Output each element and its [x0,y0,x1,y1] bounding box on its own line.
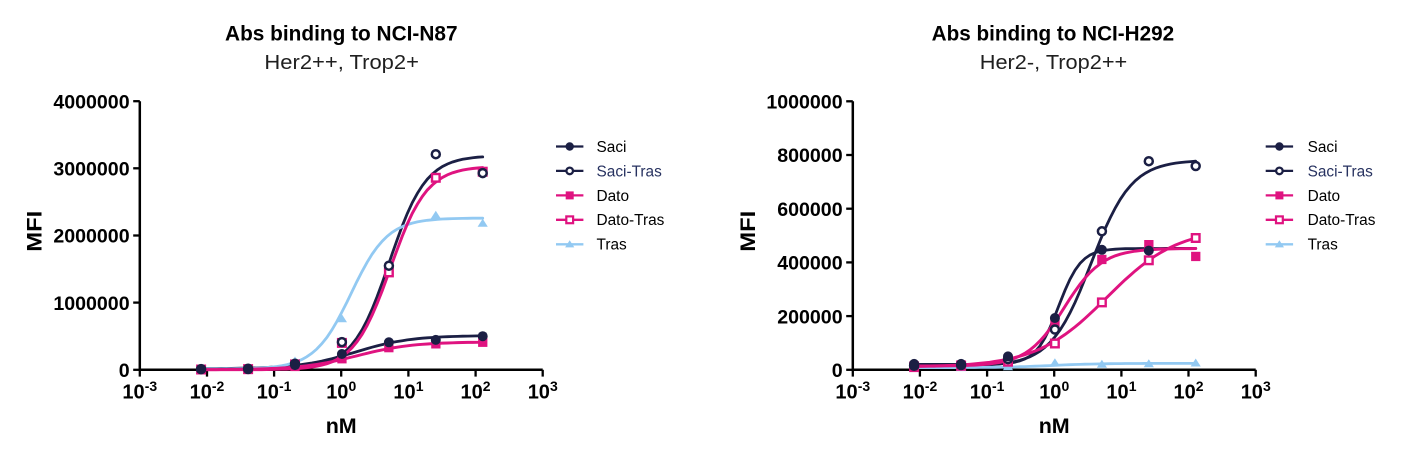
svg-text:10: 10 [461,382,483,404]
svg-text:Dato: Dato [597,188,630,205]
svg-text:10: 10 [326,382,348,404]
svg-text:0: 0 [832,360,843,382]
svg-text:3: 3 [550,378,558,394]
svg-text:Dato-Tras: Dato-Tras [1308,212,1376,229]
svg-text:-3: -3 [858,378,871,394]
svg-text:200000: 200000 [777,306,842,328]
svg-text:4000000: 4000000 [53,91,129,113]
svg-text:0: 0 [119,360,130,382]
svg-text:3: 3 [1263,378,1271,394]
svg-text:Tras: Tras [1308,237,1339,254]
svg-text:-3: -3 [145,378,158,394]
svg-text:1: 1 [416,378,424,394]
svg-text:1000000: 1000000 [766,92,842,114]
svg-text:Saci-Tras: Saci-Tras [597,163,663,180]
svg-text:1000000: 1000000 [53,293,129,315]
svg-text:Tras: Tras [597,237,628,254]
svg-text:10: 10 [1174,382,1196,404]
svg-text:10: 10 [903,382,925,404]
svg-text:-2: -2 [925,378,938,394]
svg-text:10: 10 [190,382,212,404]
svg-text:nM: nM [1039,414,1070,438]
svg-text:Dato: Dato [1308,188,1341,205]
svg-text:10: 10 [393,382,415,404]
svg-text:10: 10 [528,382,550,404]
svg-text:Saci: Saci [597,139,627,156]
svg-text:Saci: Saci [1308,139,1338,156]
svg-text:600000: 600000 [777,199,842,221]
svg-text:2: 2 [1196,378,1204,394]
svg-text:1: 1 [1129,378,1137,394]
svg-text:-2: -2 [212,378,225,394]
svg-text:MFI: MFI [735,211,760,252]
svg-text:10: 10 [122,382,144,404]
svg-text:Her2++, Trop2+: Her2++, Trop2+ [264,51,419,74]
svg-text:Abs binding to NCI-N87: Abs binding to NCI-N87 [225,22,458,46]
svg-text:Abs binding to NCI-H292: Abs binding to NCI-H292 [932,22,1175,46]
svg-text:10: 10 [1039,382,1061,404]
svg-text:800000: 800000 [777,145,842,167]
svg-text:400000: 400000 [777,253,842,275]
svg-text:10: 10 [970,382,992,404]
svg-text:2: 2 [483,378,491,394]
svg-text:Her2-, Trop2++: Her2-, Trop2++ [980,51,1128,74]
svg-text:-1: -1 [992,378,1005,394]
svg-text:2000000: 2000000 [53,226,129,248]
svg-text:10: 10 [1106,382,1128,404]
svg-text:Dato-Tras: Dato-Tras [597,212,665,229]
svg-text:0: 0 [1062,378,1070,394]
svg-text:10: 10 [257,382,279,404]
svg-text:0: 0 [349,378,357,394]
svg-text:MFI: MFI [21,211,46,252]
svg-text:3000000: 3000000 [53,159,129,181]
svg-text:10: 10 [835,382,857,404]
svg-text:nM: nM [326,414,357,438]
svg-text:Saci-Tras: Saci-Tras [1308,163,1374,180]
svg-text:10: 10 [1241,382,1263,404]
svg-text:-1: -1 [279,378,292,394]
